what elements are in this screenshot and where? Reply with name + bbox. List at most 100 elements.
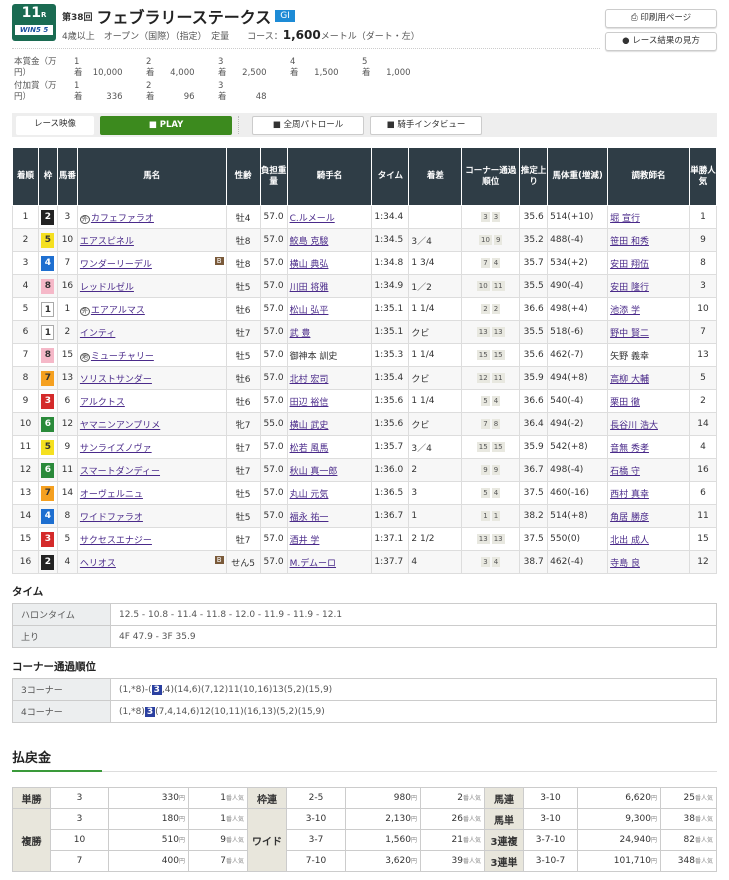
sex-age: 牡5 bbox=[235, 351, 251, 362]
jockey-link[interactable]: 酒井 学 bbox=[289, 535, 320, 546]
horse-name-link[interactable]: サクセスエナジー bbox=[79, 535, 152, 546]
finish: 6 bbox=[22, 327, 29, 337]
jockey-link[interactable]: 丸山 元気 bbox=[289, 489, 329, 500]
payout-amount: 9,300円 bbox=[577, 808, 661, 830]
pop-unit: 番人気 bbox=[462, 837, 481, 844]
pop: 26 bbox=[451, 814, 463, 824]
patrol-video-button[interactable]: ■ 全周パトロール bbox=[252, 115, 364, 135]
last3f: 36.6 bbox=[523, 396, 544, 406]
jockey-link[interactable]: 福永 祐一 bbox=[289, 512, 329, 523]
prize-place: 1 bbox=[74, 81, 80, 91]
horse-name-link[interactable]: ソリストサンダー bbox=[79, 374, 152, 385]
last3f: 36.7 bbox=[523, 465, 544, 475]
trainer-link[interactable]: 安田 翔伍 bbox=[610, 259, 649, 270]
body-weight: 550(0) bbox=[547, 527, 609, 551]
trainer-link[interactable]: 石橋 守 bbox=[610, 466, 640, 477]
jockey-link[interactable]: 横山 武史 bbox=[289, 420, 329, 431]
prize-unit: 着 bbox=[290, 68, 299, 78]
horse-name-link[interactable]: カフェファラオ bbox=[90, 213, 154, 224]
trainer-link[interactable]: 角居 勝彦 bbox=[610, 512, 649, 523]
amount: 24,940 bbox=[619, 835, 651, 845]
horse-name-link[interactable]: ヘリオス bbox=[79, 558, 116, 569]
prize-value: 1,500 bbox=[314, 68, 339, 78]
horse-name-link[interactable]: スマートダンディー bbox=[79, 466, 161, 477]
horse-name: インティ bbox=[76, 320, 227, 344]
time: 1:36.5 bbox=[371, 481, 410, 505]
popularity: 8 bbox=[688, 251, 718, 275]
pop-unit: 番人気 bbox=[694, 816, 713, 823]
prize-unit: 着 bbox=[218, 68, 227, 78]
jockey-link[interactable]: 松山 弘平 bbox=[289, 305, 329, 316]
horse-name-link[interactable]: ヤマニンアンプリメ bbox=[79, 420, 161, 431]
margin: 4 bbox=[408, 550, 463, 574]
jockey-link[interactable]: 田辺 裕信 bbox=[289, 397, 329, 408]
how-to-read-results-button[interactable]: ● レース結果の見方 bbox=[605, 32, 717, 51]
play-button[interactable]: ■ PLAY bbox=[100, 115, 232, 135]
sex-age: 牡5 bbox=[225, 481, 261, 505]
amount: 6,620 bbox=[625, 793, 651, 803]
jockey-link[interactable]: 松若 風馬 bbox=[289, 443, 329, 454]
trainer-link[interactable]: 栗田 徹 bbox=[610, 397, 640, 408]
trainer-link[interactable]: 音無 秀孝 bbox=[610, 443, 649, 454]
jockey: 松若 風馬 bbox=[286, 435, 373, 459]
jockey-link[interactable]: 武 豊 bbox=[289, 328, 311, 339]
jockey-link[interactable]: 北村 宏司 bbox=[289, 374, 329, 385]
margin: 3／4 bbox=[408, 228, 463, 252]
time: 1:37.1 bbox=[371, 527, 410, 551]
trainer-link[interactable]: 安田 隆行 bbox=[610, 282, 649, 293]
c3-post: ,4)(14,6)(7,12)11(10,16)13(5,2)(15,9) bbox=[161, 684, 333, 695]
pop-unit: 番人気 bbox=[462, 795, 481, 802]
horse-name-link[interactable]: オーヴェルニュ bbox=[79, 489, 143, 500]
trainer-link[interactable]: 堀 宣行 bbox=[610, 213, 640, 224]
trainer-link[interactable]: 長谷川 浩大 bbox=[610, 420, 658, 431]
time: 1:35.1 bbox=[371, 320, 410, 344]
time: 1:34.5 bbox=[371, 228, 410, 252]
jockey-link[interactable]: C.ルメール bbox=[289, 213, 335, 224]
jockey-interview-button[interactable]: ■ 騎手インタビュー bbox=[370, 115, 482, 135]
jockey: 松山 弘平 bbox=[286, 297, 373, 321]
trainer-link[interactable]: 高柳 大輔 bbox=[610, 374, 649, 385]
trainer-link[interactable]: 野中 賢二 bbox=[610, 328, 649, 339]
jockey-link[interactable]: 鮫島 克駿 bbox=[289, 236, 329, 247]
prize-value: 10,000 bbox=[92, 68, 123, 78]
jockey-link[interactable]: 秋山 真一郎 bbox=[289, 466, 338, 477]
jockey-link[interactable]: 横山 典弘 bbox=[289, 259, 329, 270]
print-page-button[interactable]: ⎙ 印刷用ページ bbox=[605, 9, 717, 28]
c3-pre: (1,*8)-( bbox=[119, 684, 152, 695]
prize-value: 4,000 bbox=[170, 68, 195, 78]
payout-amount: 1,560円 bbox=[345, 829, 421, 851]
prize-item: 5 着 1,000 bbox=[362, 57, 430, 79]
corner-3: 12 bbox=[476, 373, 490, 383]
horse-name-link[interactable]: ワンダーリーデル bbox=[79, 259, 152, 270]
popularity: 3 bbox=[700, 281, 706, 291]
time: 1:36.7 bbox=[371, 504, 410, 528]
horse-name-link[interactable]: アルクトス bbox=[79, 397, 125, 408]
horse-name-link[interactable]: エアアルマス bbox=[90, 305, 145, 316]
horse-name-link[interactable]: インティ bbox=[79, 328, 116, 339]
horse-name-link[interactable]: ミューチャリー bbox=[90, 351, 154, 362]
horse-num: 16 bbox=[61, 281, 74, 291]
trainer-link[interactable]: 北出 成人 bbox=[610, 535, 649, 546]
trainer: 音無 秀孝 bbox=[607, 435, 690, 459]
jockey-link[interactable]: 川田 将雅 bbox=[289, 282, 329, 293]
jockey-link[interactable]: M.デムーロ bbox=[289, 558, 337, 569]
trainer-link[interactable]: 西村 真幸 bbox=[610, 489, 649, 500]
horse-name-link[interactable]: ワイドファラオ bbox=[79, 512, 143, 523]
prize-value: 336 bbox=[106, 92, 123, 102]
payout-amount: 6,620円 bbox=[577, 787, 661, 809]
distance-unit: メートル bbox=[320, 32, 357, 42]
frame: 4 bbox=[37, 251, 58, 275]
horse-name-link[interactable]: エアスピネル bbox=[79, 236, 134, 247]
trainer-link[interactable]: 寺島 良 bbox=[610, 558, 640, 569]
payout-amount: 330円 bbox=[108, 787, 189, 809]
trainer-link[interactable]: 笹田 和秀 bbox=[610, 236, 649, 247]
yen-unit: 円 bbox=[410, 837, 417, 844]
horse-name-link[interactable]: レッドルゼル bbox=[79, 282, 134, 293]
horse-name-link[interactable]: サンライズノヴァ bbox=[79, 443, 152, 454]
weight-carried: 57.0 bbox=[259, 527, 288, 551]
trainer-link[interactable]: 池添 学 bbox=[610, 305, 640, 316]
corner-4: 15 bbox=[491, 442, 505, 452]
frame: 7 bbox=[37, 481, 58, 505]
body-weight: 518(-6) bbox=[550, 327, 584, 337]
